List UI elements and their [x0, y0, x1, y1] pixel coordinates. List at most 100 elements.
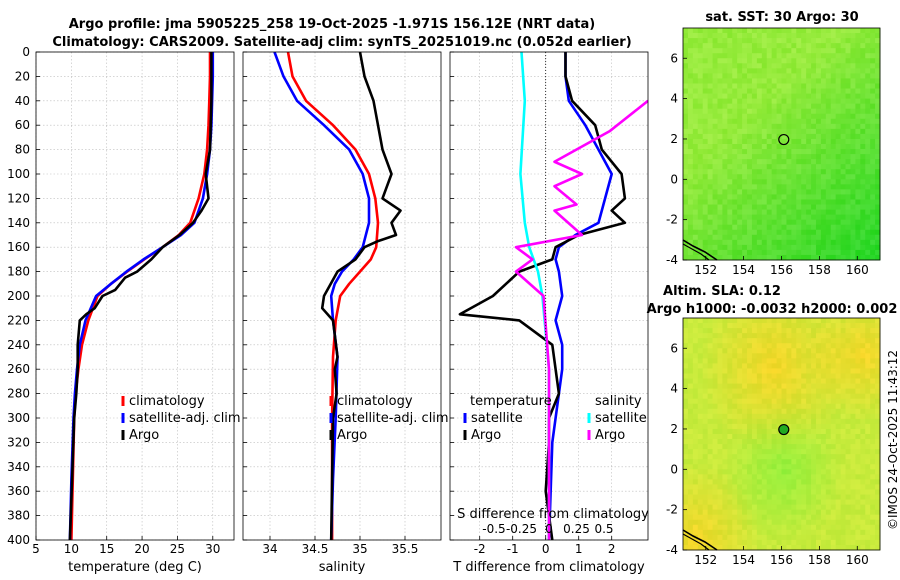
map-cell — [855, 48, 861, 54]
map-cell — [751, 224, 758, 231]
map-cell — [751, 28, 758, 34]
map-cell — [751, 254, 758, 261]
map-cell — [840, 519, 846, 526]
map-cell — [732, 318, 738, 324]
map-cell — [707, 83, 713, 89]
map-cell — [683, 328, 689, 334]
map-cell — [751, 474, 758, 480]
map-cell — [855, 123, 861, 130]
map-cell — [850, 159, 856, 165]
map-cell — [776, 149, 782, 155]
map-cell — [825, 234, 832, 241]
map-cell — [771, 254, 777, 261]
map-cell — [870, 529, 876, 536]
map-cell — [727, 224, 733, 231]
map-cell — [865, 373, 871, 379]
map-cell — [732, 423, 738, 430]
map-cell — [707, 459, 713, 465]
map-cell — [806, 413, 812, 420]
map-cell — [835, 209, 841, 216]
map-cell — [870, 514, 876, 521]
map-cell — [840, 368, 846, 374]
map-cell — [830, 68, 837, 74]
map-cell — [835, 214, 841, 221]
map-cell — [683, 373, 689, 379]
map-cell — [835, 63, 841, 69]
map-cell — [806, 154, 812, 160]
legend-label: climatology — [129, 394, 205, 409]
map-cell — [781, 144, 787, 150]
map-cell — [791, 363, 797, 369]
map-cell — [732, 539, 738, 546]
map-cell — [796, 138, 802, 145]
map-cell — [825, 358, 832, 364]
map-cell — [845, 434, 851, 440]
map-cell — [747, 174, 753, 180]
map-cell — [727, 393, 733, 400]
map-cell — [751, 128, 758, 135]
map-cell — [727, 149, 733, 155]
map-cell — [722, 113, 728, 120]
map-cell — [860, 28, 866, 34]
map-cell — [791, 53, 797, 59]
map-cell — [801, 524, 807, 531]
map-cell — [751, 164, 758, 170]
map-cell — [801, 144, 807, 150]
map-cell — [737, 63, 743, 69]
map-cell — [722, 28, 728, 34]
map-cell — [786, 479, 792, 485]
map-cell — [796, 464, 802, 470]
map-cell — [860, 224, 866, 231]
map-cell — [732, 199, 738, 205]
map-cell — [727, 249, 733, 256]
map-cell — [742, 98, 748, 105]
map-cell — [771, 323, 777, 329]
map-cell — [712, 189, 718, 195]
map-cell — [840, 118, 846, 125]
map-cell — [692, 504, 699, 511]
map-cell — [761, 388, 768, 395]
map-cell — [717, 318, 723, 324]
map-cell — [811, 534, 817, 541]
map-cell — [865, 398, 871, 405]
map-cell — [742, 63, 748, 69]
map-cell — [702, 323, 709, 329]
map-cell — [712, 519, 718, 526]
map-cell — [820, 449, 827, 455]
map-cell — [815, 83, 822, 89]
map-cell — [865, 459, 871, 465]
map-cell — [712, 489, 718, 495]
map-cell — [756, 529, 763, 536]
map-cell — [727, 68, 733, 74]
map-cell — [697, 529, 704, 536]
map-cell — [687, 164, 694, 170]
map-cell — [835, 454, 841, 460]
map-cell — [845, 398, 851, 405]
map-cell — [875, 138, 881, 145]
map-cell — [727, 154, 733, 160]
y-tick-label: 260 — [7, 362, 30, 376]
map-cell — [702, 33, 709, 39]
map-cell — [747, 78, 753, 84]
map-cell — [865, 88, 871, 94]
map-cell — [702, 519, 709, 526]
map-cell — [692, 373, 699, 379]
map-cell — [683, 38, 689, 44]
map-cell — [806, 159, 812, 165]
map-cell — [835, 368, 841, 374]
map-cell — [806, 363, 812, 369]
map-cell — [850, 204, 856, 210]
map-cell — [761, 398, 768, 405]
map-cell — [815, 499, 822, 506]
map-cell — [766, 93, 773, 100]
map-cell — [742, 393, 748, 400]
map-cell — [683, 428, 689, 435]
map-cell — [727, 128, 733, 135]
map-cell — [747, 348, 753, 354]
map-cell — [707, 244, 713, 251]
map-cell — [796, 534, 802, 541]
map-cell — [825, 504, 832, 511]
map-cell — [845, 378, 851, 384]
map-cell — [771, 449, 777, 455]
map-cell — [811, 428, 817, 435]
